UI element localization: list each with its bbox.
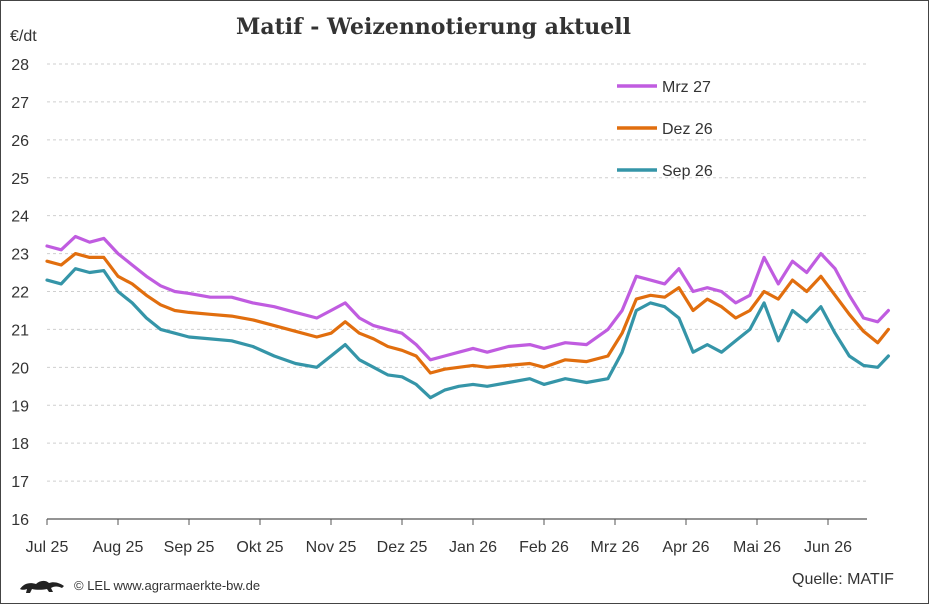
- series-line-0: [45, 234, 890, 362]
- series-line-1: [45, 252, 890, 375]
- gridlines: [47, 63, 867, 482]
- series-lines: [45, 234, 890, 400]
- footer-credit: © LEL www.agrarmaerkte-bw.de: [74, 578, 261, 593]
- y-tick-label: 27: [11, 95, 29, 112]
- y-tick-label: 18: [11, 436, 29, 453]
- legend: Mrz 27 Dez 26 Sep 26: [617, 79, 713, 180]
- x-tick-label: Aug 25: [93, 539, 144, 556]
- x-tick-label: Jun 26: [804, 539, 852, 556]
- y-tick-label: 24: [11, 209, 29, 226]
- y-tick-label: 28: [11, 57, 29, 74]
- x-tick-label: Okt 25: [236, 539, 283, 556]
- x-tick-label: Feb 26: [519, 539, 569, 556]
- y-tick-label: 20: [11, 360, 29, 377]
- y-tick-label: 19: [11, 398, 29, 415]
- y-tick-label: 21: [11, 322, 29, 339]
- x-tick-label: Nov 25: [306, 539, 357, 556]
- y-tick-label: 16: [11, 512, 29, 529]
- x-tick-label: Mrz 26: [591, 539, 640, 556]
- y-tick-label: 17: [11, 474, 29, 491]
- x-tick-label: Jul 25: [26, 539, 69, 556]
- y-tick-label: 23: [11, 247, 29, 264]
- x-tick-label: Apr 26: [662, 539, 709, 556]
- y-tick-label: 25: [11, 171, 29, 188]
- x-tick-label: Dez 25: [377, 539, 428, 556]
- y-axis-unit: €/dt: [10, 28, 37, 45]
- x-tick-label: Mai 26: [733, 539, 781, 556]
- legend-label: Mrz 27: [662, 79, 711, 96]
- x-axis: Jul 25 Aug 25 Sep 25 Okt 25 Nov 25 Dez 25 Jan …: [26, 518, 867, 556]
- x-tick-label: Jan 26: [449, 539, 497, 556]
- lion-logo-icon: [20, 580, 64, 593]
- legend-label: Sep 26: [662, 163, 713, 180]
- y-tick-labels: 16 17 18 19 20 21 22 23 24 25 26 27 28: [11, 57, 29, 529]
- legend-label: Dez 26: [662, 121, 713, 138]
- series-line-2: [45, 267, 890, 400]
- y-tick-label: 26: [11, 133, 29, 150]
- x-tick-label: Sep 25: [164, 539, 215, 556]
- y-tick-label: 22: [11, 285, 29, 302]
- footer-source: Quelle: MATIF: [792, 571, 894, 588]
- chart-title: Matif - Weizennotierung aktuell: [236, 14, 631, 40]
